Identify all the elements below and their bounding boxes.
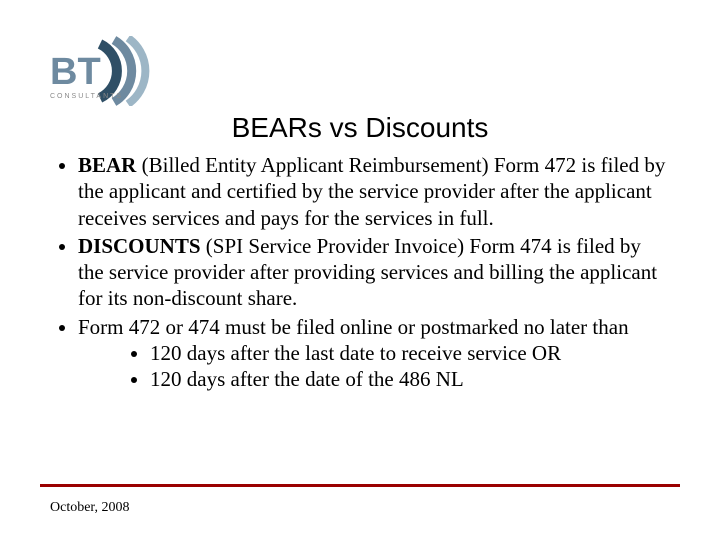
bullet-list: BEAR (Billed Entity Applicant Reimbursem… bbox=[50, 152, 670, 392]
sub-bullet-item: 120 days after the date of the 486 NL bbox=[150, 366, 670, 392]
logo-text: BT bbox=[50, 51, 101, 93]
divider-rule bbox=[40, 484, 680, 487]
logo-subtext: CONSULTANTS bbox=[50, 93, 123, 100]
slide-title: BEARs vs Discounts bbox=[0, 112, 720, 144]
bullet-item: BEAR (Billed Entity Applicant Reimbursem… bbox=[78, 152, 670, 231]
bullet-bold-lead: DISCOUNTS bbox=[78, 234, 201, 258]
sub-bullet-list: 120 days after the last date to receive … bbox=[78, 340, 670, 393]
slide-body: BEAR (Billed Entity Applicant Reimbursem… bbox=[50, 152, 670, 394]
bullet-text: (Billed Entity Applicant Reimbursement) … bbox=[78, 153, 665, 230]
bullet-item: DISCOUNTS (SPI Service Provider Invoice)… bbox=[78, 233, 670, 312]
sub-bullet-item: 120 days after the last date to receive … bbox=[150, 340, 670, 366]
bullet-bold-lead: BEAR bbox=[78, 153, 136, 177]
bullet-item: Form 472 or 474 must be filed online or … bbox=[78, 314, 670, 393]
footer-date: October, 2008 bbox=[50, 500, 130, 516]
brand-logo: BT CONSULTANTS bbox=[44, 36, 154, 106]
bullet-text: Form 472 or 474 must be filed online or … bbox=[78, 315, 629, 339]
logo-arc-1 bbox=[100, 44, 117, 98]
